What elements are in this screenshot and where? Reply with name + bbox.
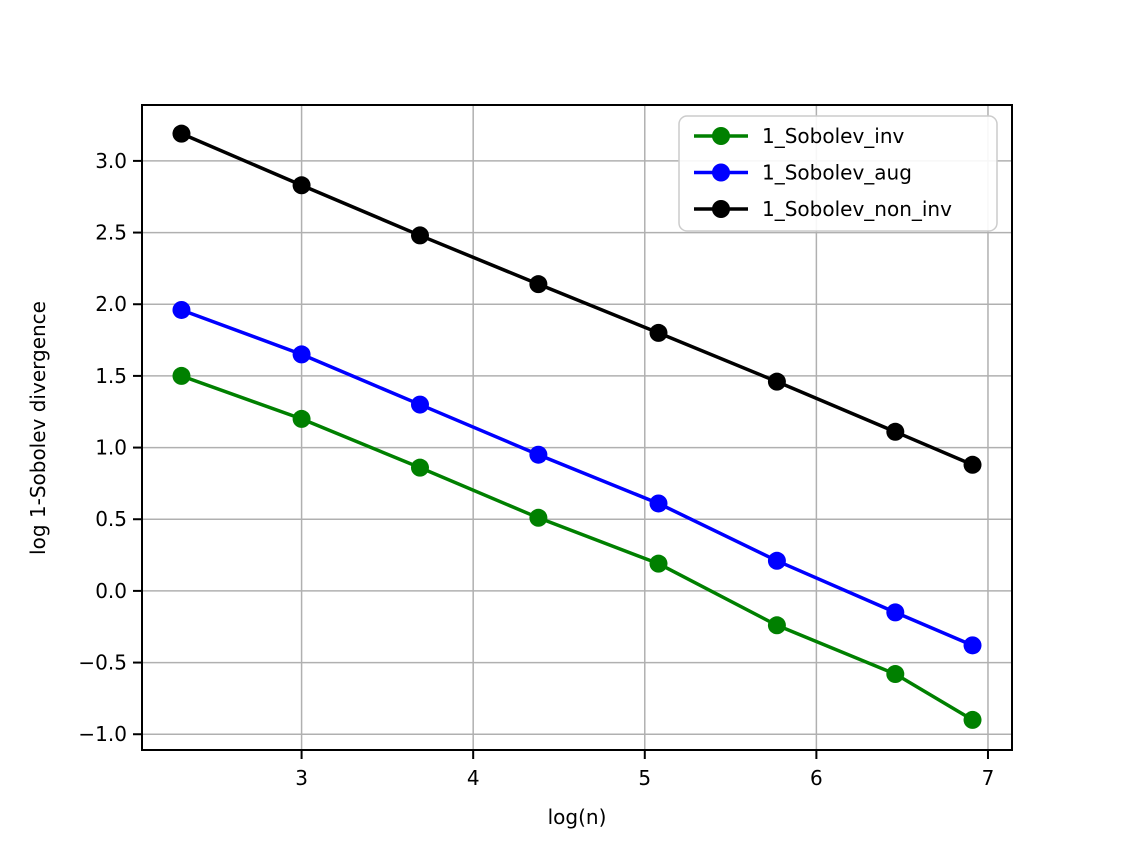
y-tick-label: 0.0 [95, 579, 127, 603]
legend-box: 1_Sobolev_inv 1_Sobolev_aug 1_Sobolev_non_… [678, 115, 998, 232]
y-tick-label: 2.0 [95, 292, 127, 316]
data-point-1_Sobolev_aug [410, 395, 429, 414]
axis-layer: 3 4 5 6 7 3.0 2.5 2.0 1.5 1.0 0.5 0.0 −0.5 −1.0 [78, 104, 1013, 790]
data-point-1_Sobolev_aug [172, 300, 191, 319]
data-point-1_Sobolev_inv [649, 554, 668, 573]
data-point-1_Sobolev_inv [529, 508, 548, 527]
x-tick-label: 7 [982, 766, 995, 790]
x-tick-label: 3 [295, 766, 308, 790]
legend-sample-marker [712, 163, 730, 182]
series-line-1_Sobolev_non_inv [179, 131, 975, 467]
data-point-1_Sobolev_aug [529, 445, 548, 464]
data-point-1_Sobolev_non_inv [410, 226, 429, 245]
y-tick-label: 0.5 [95, 507, 127, 531]
legend-label: 1_Sobolev_inv [762, 124, 905, 148]
data-point-1_Sobolev_aug [963, 636, 982, 655]
series-line-1_Sobolev_inv [179, 374, 975, 722]
y-tick-label: 1.5 [95, 364, 127, 388]
data-point-1_Sobolev_inv [963, 710, 982, 729]
data-point-1_Sobolev_inv [767, 616, 786, 635]
y-tick-label: −1.0 [78, 722, 127, 746]
y-tick-label: 1.0 [95, 436, 127, 460]
data-point-1_Sobolev_aug [886, 603, 905, 622]
x-tick-label: 5 [638, 766, 651, 790]
data-point-1_Sobolev_aug [292, 345, 311, 364]
data-point-1_Sobolev_inv [410, 458, 429, 477]
data-point-1_Sobolev_non_inv [529, 275, 548, 294]
data-point-1_Sobolev_non_inv [767, 372, 786, 391]
series-layer [172, 124, 982, 729]
y-axis-label: log 1-Sobolev divergence [26, 301, 50, 555]
x-tick-label: 6 [810, 766, 823, 790]
legend-sample-marker [712, 127, 730, 145]
x-tick-label: 4 [467, 766, 480, 790]
data-point-1_Sobolev_non_inv [172, 124, 191, 143]
y-tick-label: −0.5 [78, 651, 127, 675]
data-point-1_Sobolev_inv [292, 409, 311, 428]
legend-label: 1_Sobolev_non_inv [762, 197, 952, 221]
data-point-1_Sobolev_inv [886, 665, 905, 684]
legend-frame [678, 115, 998, 232]
data-point-1_Sobolev_non_inv [649, 323, 668, 342]
data-point-1_Sobolev_aug [649, 494, 668, 513]
data-point-1_Sobolev_aug [767, 551, 786, 570]
data-point-1_Sobolev_non_inv [292, 176, 311, 195]
y-tick-label: 2.5 [95, 221, 127, 245]
data-point-1_Sobolev_inv [172, 366, 191, 385]
x-axis-label: log(n) [548, 805, 607, 829]
data-point-1_Sobolev_non_inv [963, 455, 982, 474]
data-point-1_Sobolev_non_inv [886, 422, 905, 441]
y-tick-label: 3.0 [95, 149, 127, 173]
series-line-1_Sobolev_aug [179, 308, 975, 648]
legend-label: 1_Sobolev_aug [762, 161, 912, 185]
legend-sample-marker [712, 200, 730, 218]
plot-border [141, 104, 1013, 751]
